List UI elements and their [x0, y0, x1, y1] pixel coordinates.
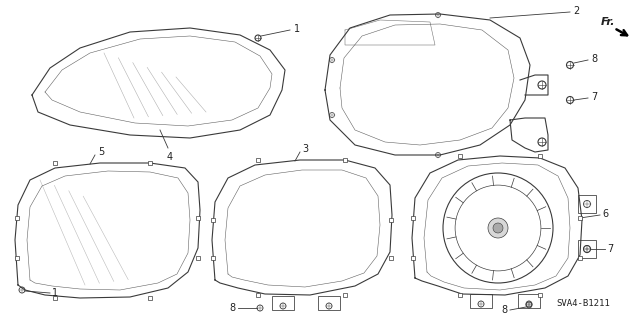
Text: 7: 7	[591, 92, 597, 102]
Polygon shape	[15, 163, 200, 298]
Text: Fr.: Fr.	[601, 17, 616, 27]
Text: 1: 1	[294, 24, 300, 34]
Text: SVA4-B1211: SVA4-B1211	[556, 299, 610, 308]
Bar	[318, 296, 340, 310]
Text: 8: 8	[591, 54, 597, 64]
Text: 8: 8	[229, 303, 235, 313]
Bar	[470, 294, 492, 308]
Text: 6: 6	[602, 209, 608, 219]
Polygon shape	[212, 160, 392, 295]
Circle shape	[493, 223, 503, 233]
Bar	[272, 296, 294, 310]
Bar	[578, 195, 596, 213]
Text: 4: 4	[167, 152, 173, 162]
Polygon shape	[32, 28, 285, 138]
Text: 3: 3	[302, 144, 308, 154]
Polygon shape	[325, 14, 530, 155]
Text: 2: 2	[573, 6, 579, 16]
Circle shape	[488, 218, 508, 238]
Text: 5: 5	[98, 147, 104, 157]
Bar	[578, 240, 596, 258]
Polygon shape	[412, 156, 582, 295]
Bar	[518, 294, 540, 308]
Text: 1: 1	[52, 288, 58, 298]
Text: 7: 7	[607, 244, 613, 254]
Text: 8: 8	[502, 305, 508, 315]
